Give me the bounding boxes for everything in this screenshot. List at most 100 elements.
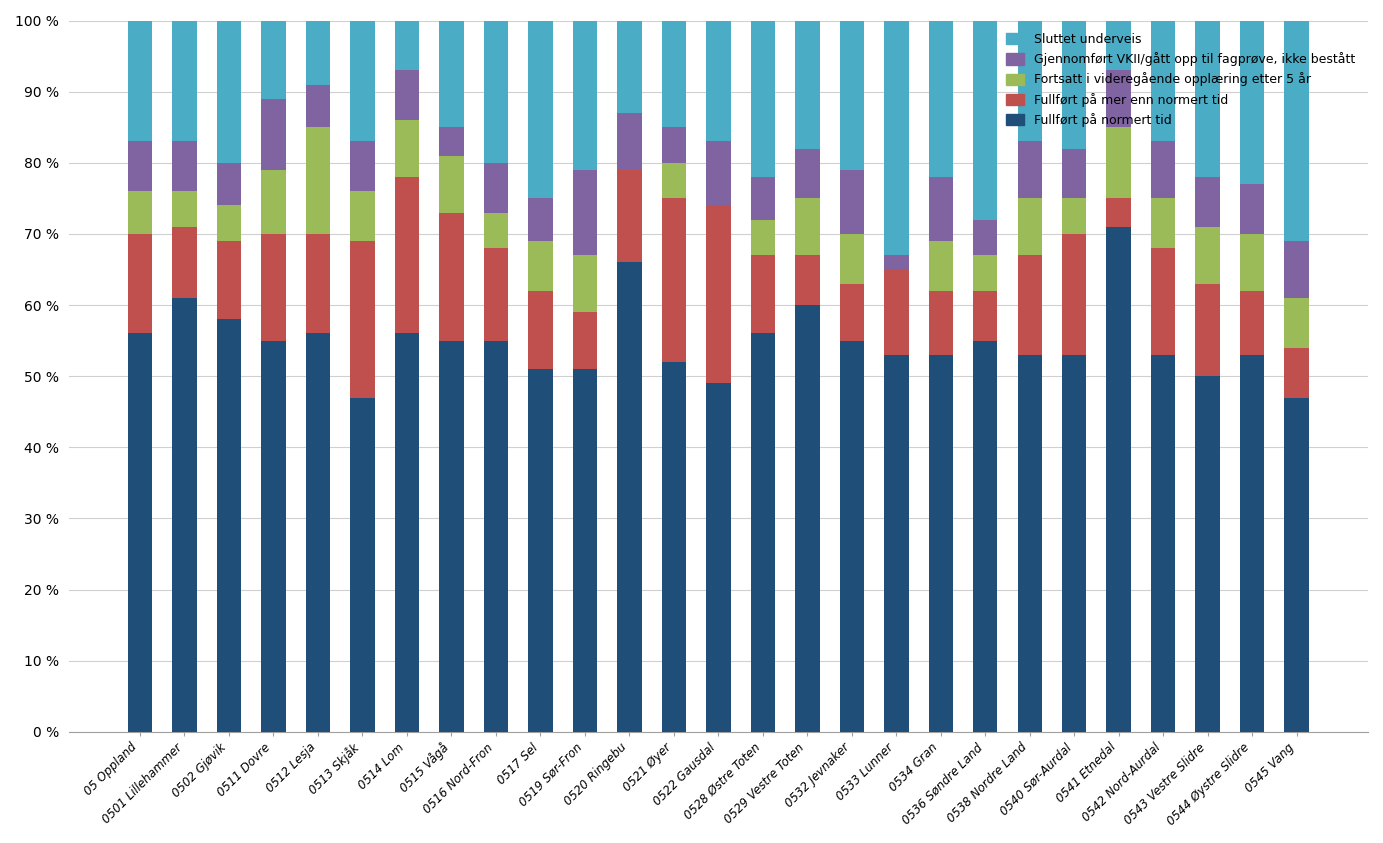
- Bar: [127, 20, 152, 142]
- Bar: [1106, 127, 1131, 198]
- Bar: [617, 170, 642, 262]
- Bar: [261, 99, 286, 170]
- Bar: [1062, 355, 1087, 732]
- Bar: [1062, 148, 1087, 198]
- Bar: [217, 163, 241, 206]
- Bar: [261, 170, 286, 234]
- Bar: [528, 369, 553, 732]
- Bar: [707, 206, 730, 384]
- Bar: [528, 241, 553, 291]
- Bar: [306, 84, 331, 127]
- Bar: [1285, 20, 1308, 241]
- Bar: [884, 255, 909, 270]
- Bar: [394, 20, 419, 70]
- Bar: [350, 241, 375, 398]
- Bar: [839, 170, 864, 234]
- Bar: [974, 255, 997, 291]
- Bar: [1195, 20, 1220, 177]
- Bar: [1285, 298, 1308, 347]
- Bar: [1151, 248, 1176, 355]
- Bar: [751, 20, 774, 177]
- Bar: [661, 163, 686, 198]
- Bar: [884, 20, 909, 255]
- Bar: [928, 355, 953, 732]
- Bar: [974, 20, 997, 220]
- Bar: [261, 20, 286, 99]
- Bar: [261, 234, 286, 341]
- Bar: [127, 234, 152, 334]
- Bar: [974, 341, 997, 732]
- Bar: [928, 241, 953, 291]
- Bar: [1151, 355, 1176, 732]
- Bar: [617, 113, 642, 170]
- Bar: [261, 341, 286, 732]
- Bar: [928, 291, 953, 355]
- Bar: [1241, 355, 1264, 732]
- Bar: [350, 398, 375, 732]
- Bar: [171, 20, 196, 142]
- Bar: [1106, 20, 1131, 70]
- Bar: [1106, 227, 1131, 732]
- Bar: [1106, 198, 1131, 227]
- Bar: [751, 177, 774, 220]
- Bar: [661, 20, 686, 127]
- Bar: [1285, 398, 1308, 732]
- Bar: [707, 142, 730, 206]
- Bar: [573, 255, 597, 312]
- Bar: [1195, 227, 1220, 284]
- Bar: [127, 191, 152, 234]
- Bar: [484, 341, 508, 732]
- Bar: [1018, 355, 1041, 732]
- Bar: [928, 20, 953, 177]
- Bar: [394, 70, 419, 120]
- Bar: [440, 156, 463, 212]
- Bar: [707, 20, 730, 142]
- Bar: [1241, 184, 1264, 234]
- Bar: [440, 212, 463, 341]
- Bar: [1151, 20, 1176, 142]
- Bar: [217, 206, 241, 241]
- Bar: [1241, 234, 1264, 291]
- Bar: [573, 20, 597, 170]
- Bar: [484, 163, 508, 212]
- Bar: [884, 355, 909, 732]
- Bar: [171, 298, 196, 732]
- Bar: [350, 20, 375, 142]
- Bar: [617, 20, 642, 113]
- Bar: [573, 369, 597, 732]
- Bar: [528, 291, 553, 369]
- Bar: [440, 127, 463, 156]
- Bar: [217, 20, 241, 163]
- Bar: [1151, 142, 1176, 198]
- Bar: [974, 220, 997, 255]
- Bar: [839, 284, 864, 341]
- Bar: [1195, 284, 1220, 376]
- Bar: [751, 255, 774, 334]
- Bar: [306, 20, 331, 84]
- Bar: [484, 248, 508, 341]
- Bar: [1062, 198, 1087, 234]
- Bar: [171, 191, 196, 227]
- Bar: [661, 127, 686, 163]
- Bar: [306, 334, 331, 732]
- Bar: [839, 341, 864, 732]
- Bar: [1106, 70, 1131, 127]
- Bar: [1241, 291, 1264, 355]
- Bar: [528, 20, 553, 198]
- Bar: [1195, 376, 1220, 732]
- Bar: [1241, 20, 1264, 184]
- Bar: [751, 334, 774, 732]
- Bar: [217, 319, 241, 732]
- Bar: [884, 270, 909, 355]
- Bar: [795, 305, 820, 732]
- Bar: [484, 20, 508, 163]
- Bar: [795, 148, 820, 198]
- Bar: [795, 255, 820, 305]
- Bar: [1285, 241, 1308, 298]
- Bar: [1018, 20, 1041, 142]
- Bar: [661, 198, 686, 362]
- Bar: [217, 241, 241, 319]
- Bar: [306, 234, 331, 334]
- Bar: [573, 170, 597, 255]
- Bar: [573, 312, 597, 369]
